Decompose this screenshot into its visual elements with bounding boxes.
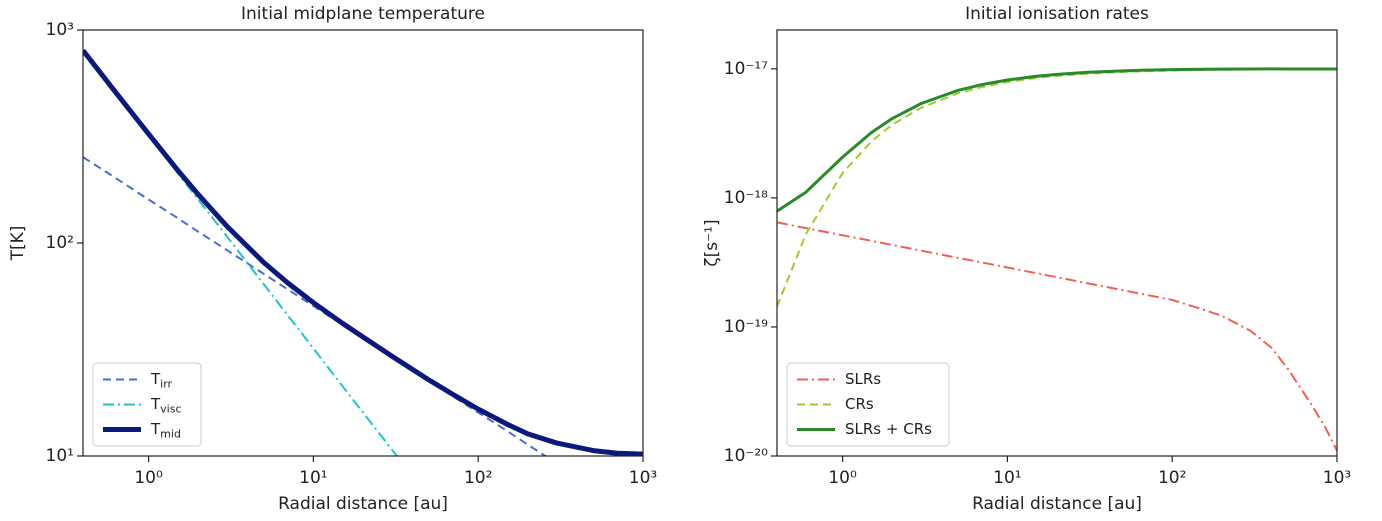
x-tick-label: 10² [1158, 468, 1186, 488]
series-group [83, 48, 643, 456]
legend-box [92, 362, 202, 447]
series-group [777, 67, 1337, 452]
series-line [777, 67, 1337, 213]
legend-label: CRs [845, 395, 874, 413]
y-tick-label: 10⁻¹⁷ [724, 59, 768, 79]
series-line [777, 221, 1337, 452]
series-line [83, 156, 548, 456]
x-tick-label: 10¹ [299, 468, 327, 488]
y-tick-label: 10⁻¹⁸ [724, 188, 768, 208]
axes-frame [776, 29, 1338, 457]
x-axis-label: Radial distance [au] [972, 494, 1142, 514]
series-line [83, 48, 643, 456]
legend-label: SLRs + CRs [845, 420, 932, 438]
y-tick-label: 10² [46, 233, 74, 253]
chart-title: Initial midplane temperature [241, 4, 485, 24]
legend-label: SLRs [845, 370, 881, 388]
legend-box [786, 362, 950, 447]
y-tick-label: 10¹ [46, 446, 74, 466]
y-axis-label: T[K] [8, 226, 28, 262]
y-tick-label: 10³ [46, 20, 74, 40]
x-tick-label: 10⁰ [134, 468, 163, 488]
x-tick-label: 10¹ [993, 468, 1021, 488]
y-tick-label: 10⁻¹⁹ [724, 317, 768, 337]
x-tick-label: 10² [464, 468, 492, 488]
y-tick-label: 10⁻²⁰ [724, 446, 768, 466]
x-tick-label: 10⁰ [828, 468, 857, 488]
x-tick-label: 10³ [1323, 468, 1351, 488]
y-axis-label: ζ[s⁻¹] [702, 219, 722, 266]
x-axis-label: Radial distance [au] [278, 494, 448, 514]
chart-title: Initial ionisation rates [965, 4, 1149, 24]
x-tick-label: 10³ [629, 468, 657, 488]
